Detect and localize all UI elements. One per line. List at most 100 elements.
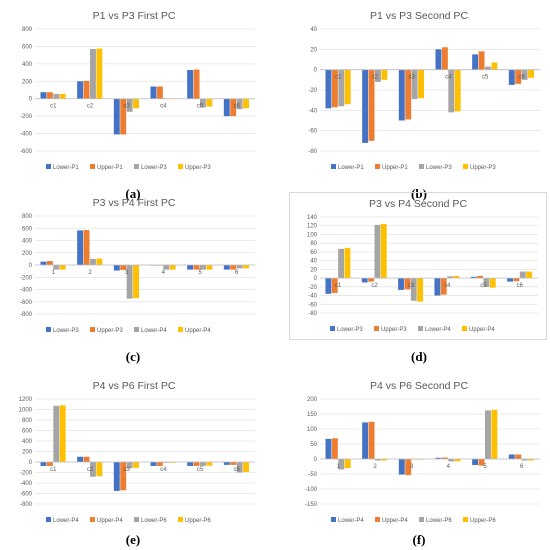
bar: [410, 278, 417, 301]
category-label: c5: [197, 467, 204, 473]
chart-title: P3 vs P4 First PC: [93, 197, 176, 209]
y-tick-label: 150: [307, 412, 318, 418]
category-label: c5: [482, 75, 489, 81]
y-tick-label: 140: [307, 215, 318, 221]
y-tick-label: -800: [20, 312, 33, 318]
bar: [417, 278, 424, 302]
y-tick-label: 600: [22, 44, 33, 50]
bar: [40, 462, 47, 466]
legend-label: Upper-P3: [97, 328, 123, 334]
bar: [483, 278, 490, 287]
category-label: c3: [123, 467, 130, 473]
bar: [325, 69, 332, 109]
bar: [133, 265, 139, 299]
bar: [453, 275, 460, 279]
bar: [90, 49, 96, 99]
bar: [230, 462, 237, 465]
bar: [113, 265, 120, 271]
legend-label: Upper-P1: [97, 165, 123, 171]
bar: [368, 278, 374, 282]
bar: [113, 462, 120, 491]
chart-panel-f: P4 vs P6 Second PC -150 -100 -50 0 50 100 150 20…: [290, 375, 548, 530]
bar: [77, 81, 84, 99]
y-tick-label: -400: [20, 132, 33, 138]
legend-swatch: [375, 164, 380, 169]
bar: [515, 454, 522, 459]
bar: [398, 278, 404, 290]
legend-swatch: [419, 517, 424, 522]
bar: [193, 265, 200, 270]
y-tick-label: -80: [308, 311, 317, 317]
legend-swatch: [178, 517, 183, 522]
bar: [126, 265, 133, 299]
category-label: 5: [483, 464, 487, 470]
bar: [398, 459, 405, 475]
y-tick-label: 1000: [19, 408, 33, 414]
category-label: c1: [335, 75, 342, 81]
chart-panel-d: P3 vs P4 Second PC -80 -60 -40 -20 0 20 40 60 80 1…: [289, 192, 547, 340]
y-tick-label: -60: [308, 129, 317, 135]
bar: [405, 69, 412, 120]
bar: [478, 459, 485, 466]
bar: [200, 265, 206, 270]
bar: [362, 69, 369, 143]
bar: [120, 98, 127, 135]
legend-label: Lower-P4: [141, 328, 167, 334]
chart-panel-c: P3 vs P4 First PC -800 -600 -400 -200 0 200 400…: [5, 192, 263, 340]
bar: [491, 409, 498, 459]
legend-label: Upper-P3: [381, 327, 407, 333]
chart-a-svg: P1 vs P3 First PC -600 -400 -200 0 200 400 600 8…: [20, 10, 255, 171]
bar: [200, 98, 206, 108]
y-tick-label: 200: [22, 79, 33, 85]
legend-swatch: [90, 164, 95, 169]
legend-label: Upper-P4: [469, 327, 495, 333]
y-tick-label: 20: [310, 267, 317, 273]
bar: [344, 459, 351, 468]
category-label: c6: [517, 283, 524, 289]
y-tick-label: 600: [22, 429, 33, 435]
bar: [470, 276, 477, 279]
bar: [90, 462, 96, 477]
legend-swatch: [463, 164, 468, 169]
bar: [223, 265, 230, 270]
y-tick-label: -60: [308, 302, 317, 308]
y-tick-label: 200: [307, 397, 318, 403]
bar: [223, 98, 230, 117]
bar: [472, 54, 479, 70]
bar: [528, 459, 534, 461]
bar: [230, 265, 237, 270]
bar: [440, 278, 447, 295]
y-tick-label: -600: [20, 300, 33, 306]
chart-panel-b: P1 vs P3 Second PC -80 -60 -40 -20 0 20 40 c1 c2 c…: [290, 5, 548, 177]
bar: [59, 405, 66, 462]
bar: [472, 459, 479, 465]
legend-swatch: [46, 164, 51, 169]
bar: [344, 69, 351, 105]
legend-swatch: [330, 326, 335, 331]
legend-swatch: [418, 326, 423, 331]
bar: [361, 278, 368, 283]
legend-swatch: [331, 517, 336, 522]
legend-label: Lower-P3: [426, 165, 452, 171]
bar: [53, 265, 60, 270]
legend-swatch: [178, 327, 183, 332]
bar: [96, 462, 103, 477]
legend-label: Lower-P4: [338, 518, 364, 524]
category-label: c6: [518, 75, 525, 81]
legend-swatch: [178, 164, 183, 169]
y-tick-label: -20: [308, 285, 317, 291]
y-tick-label: 400: [22, 439, 33, 445]
y-tick-label: -40: [308, 294, 317, 300]
bar: [77, 230, 84, 265]
legend-label: Upper-P3: [470, 165, 496, 171]
legend-label: Upper-P1: [382, 165, 408, 171]
bar: [418, 69, 424, 99]
legend-label: Lower-P1: [53, 165, 79, 171]
bar: [40, 92, 47, 99]
bar: [526, 271, 533, 279]
y-tick-label: 50: [310, 442, 317, 448]
category-label: 3: [125, 270, 129, 276]
category-label: 5: [198, 270, 202, 276]
bar: [404, 278, 411, 290]
bar: [150, 462, 157, 466]
